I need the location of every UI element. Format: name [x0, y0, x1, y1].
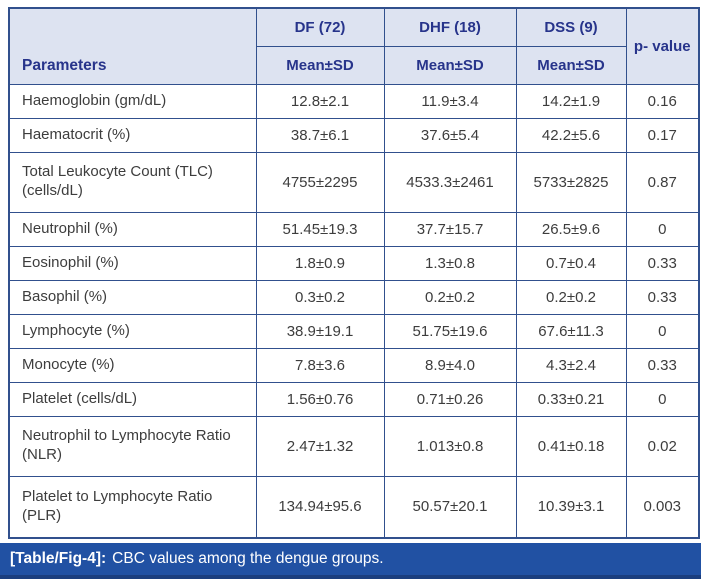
df-value-cell: 4755±2295 [255, 151, 385, 213]
subheader-df: Mean±SD [255, 45, 385, 85]
dss-value-cell: 0.2±0.2 [515, 279, 627, 315]
group-header-df: DF (72) [255, 7, 385, 47]
table-row: Lymphocyte (%) 38.9±19.1 51.75±19.6 67.6… [8, 313, 700, 349]
cbc-table-container: Parameters DF (72) DHF (18) DSS (9) p- v… [8, 7, 700, 539]
pvalue-cell: 0 [625, 313, 700, 349]
dhf-value-cell: 50.57±20.1 [383, 475, 517, 539]
dhf-value-cell: 4533.3±2461 [383, 151, 517, 213]
dss-value-cell: 67.6±11.3 [515, 313, 627, 349]
caption-tag: [Table/Fig-4]: [10, 550, 107, 567]
parameter-cell: Neutrophil (%) [8, 211, 257, 247]
subheader-dss: Mean±SD [515, 45, 627, 85]
parameter-cell: Haemoglobin (gm/dL) [8, 83, 257, 119]
pvalue-cell: 0 [625, 381, 700, 417]
dhf-value-cell: 8.9±4.0 [383, 347, 517, 383]
parameter-cell: Lymphocyte (%) [8, 313, 257, 349]
dhf-value-cell: 0.71±0.26 [383, 381, 517, 417]
dss-value-cell: 0.41±0.18 [515, 415, 627, 477]
parameter-cell: Eosinophil (%) [8, 245, 257, 281]
pvalue-cell: 0.33 [625, 279, 700, 315]
table-header: Parameters DF (72) DHF (18) DSS (9) p- v… [8, 7, 700, 85]
table-row: Monocyte (%) 7.8±3.6 8.9±4.0 4.3±2.4 0.3… [8, 347, 700, 383]
df-value-cell: 0.3±0.2 [255, 279, 385, 315]
group-header-dss: DSS (9) [515, 7, 627, 47]
figure-caption-bar: [Table/Fig-4]: CBC values among the deng… [0, 543, 701, 579]
dss-value-cell: 26.5±9.6 [515, 211, 627, 247]
table-row: Platelet to Lymphocyte Ratio (PLR) 134.9… [8, 475, 700, 539]
df-value-cell: 38.9±19.1 [255, 313, 385, 349]
dss-value-cell: 14.2±1.9 [515, 83, 627, 119]
pvalue-cell: 0.02 [625, 415, 700, 477]
df-value-cell: 38.7±6.1 [255, 117, 385, 153]
pvalue-cell: 0.16 [625, 83, 700, 119]
dhf-value-cell: 51.75±19.6 [383, 313, 517, 349]
df-value-cell: 51.45±19.3 [255, 211, 385, 247]
pvalue-cell: 0.003 [625, 475, 700, 539]
df-value-cell: 1.8±0.9 [255, 245, 385, 281]
parameter-cell: Monocyte (%) [8, 347, 257, 383]
dhf-value-cell: 0.2±0.2 [383, 279, 517, 315]
table-row: Neutrophil (%) 51.45±19.3 37.7±15.7 26.5… [8, 211, 700, 247]
table-row: Total Leukocyte Count (TLC) (cells/dL) 4… [8, 151, 700, 213]
table-row: Platelet (cells/dL) 1.56±0.76 0.71±0.26 … [8, 381, 700, 417]
subheader-dhf: Mean±SD [383, 45, 517, 85]
pvalue-cell: 0.33 [625, 347, 700, 383]
dss-value-cell: 5733±2825 [515, 151, 627, 213]
parameter-cell: Haematocrit (%) [8, 117, 257, 153]
parameters-header: Parameters [8, 7, 257, 85]
df-value-cell: 7.8±3.6 [255, 347, 385, 383]
dhf-value-cell: 11.9±3.4 [383, 83, 517, 119]
parameter-cell: Total Leukocyte Count (TLC) (cells/dL) [8, 151, 257, 213]
pvalue-cell: 0.33 [625, 245, 700, 281]
df-value-cell: 1.56±0.76 [255, 381, 385, 417]
parameter-cell: Neutrophil to Lymphocyte Ratio (NLR) [8, 415, 257, 477]
table-body: Haemoglobin (gm/dL) 12.8±2.1 11.9±3.4 14… [8, 83, 700, 539]
dss-value-cell: 4.3±2.4 [515, 347, 627, 383]
pvalue-cell: 0 [625, 211, 700, 247]
dss-value-cell: 10.39±3.1 [515, 475, 627, 539]
group-header-dhf: DHF (18) [383, 7, 517, 47]
pvalue-header: p- value [625, 7, 700, 85]
cbc-table: Parameters DF (72) DHF (18) DSS (9) p- v… [8, 7, 700, 539]
table-row: Haemoglobin (gm/dL) 12.8±2.1 11.9±3.4 14… [8, 83, 700, 119]
parameter-cell: Platelet to Lymphocyte Ratio (PLR) [8, 475, 257, 539]
df-value-cell: 134.94±95.6 [255, 475, 385, 539]
dhf-value-cell: 1.3±0.8 [383, 245, 517, 281]
table-row: Haematocrit (%) 38.7±6.1 37.6±5.4 42.2±5… [8, 117, 700, 153]
df-value-cell: 12.8±2.1 [255, 83, 385, 119]
table-row: Neutrophil to Lymphocyte Ratio (NLR) 2.4… [8, 415, 700, 477]
dss-value-cell: 0.7±0.4 [515, 245, 627, 281]
parameter-cell: Platelet (cells/dL) [8, 381, 257, 417]
df-value-cell: 2.47±1.32 [255, 415, 385, 477]
table-row: Eosinophil (%) 1.8±0.9 1.3±0.8 0.7±0.4 0… [8, 245, 700, 281]
parameter-cell: Basophil (%) [8, 279, 257, 315]
table-row: Basophil (%) 0.3±0.2 0.2±0.2 0.2±0.2 0.3… [8, 279, 700, 315]
dss-value-cell: 42.2±5.6 [515, 117, 627, 153]
pvalue-cell: 0.87 [625, 151, 700, 213]
dhf-value-cell: 37.6±5.4 [383, 117, 517, 153]
dhf-value-cell: 37.7±15.7 [383, 211, 517, 247]
dss-value-cell: 0.33±0.21 [515, 381, 627, 417]
dhf-value-cell: 1.013±0.8 [383, 415, 517, 477]
group-header-row: Parameters DF (72) DHF (18) DSS (9) p- v… [8, 7, 700, 85]
subheader-row: Mean±SD Mean±SD Mean±SD [9, 45, 699, 85]
caption-text: CBC values among the dengue groups. [112, 550, 384, 567]
pvalue-cell: 0.17 [625, 117, 700, 153]
